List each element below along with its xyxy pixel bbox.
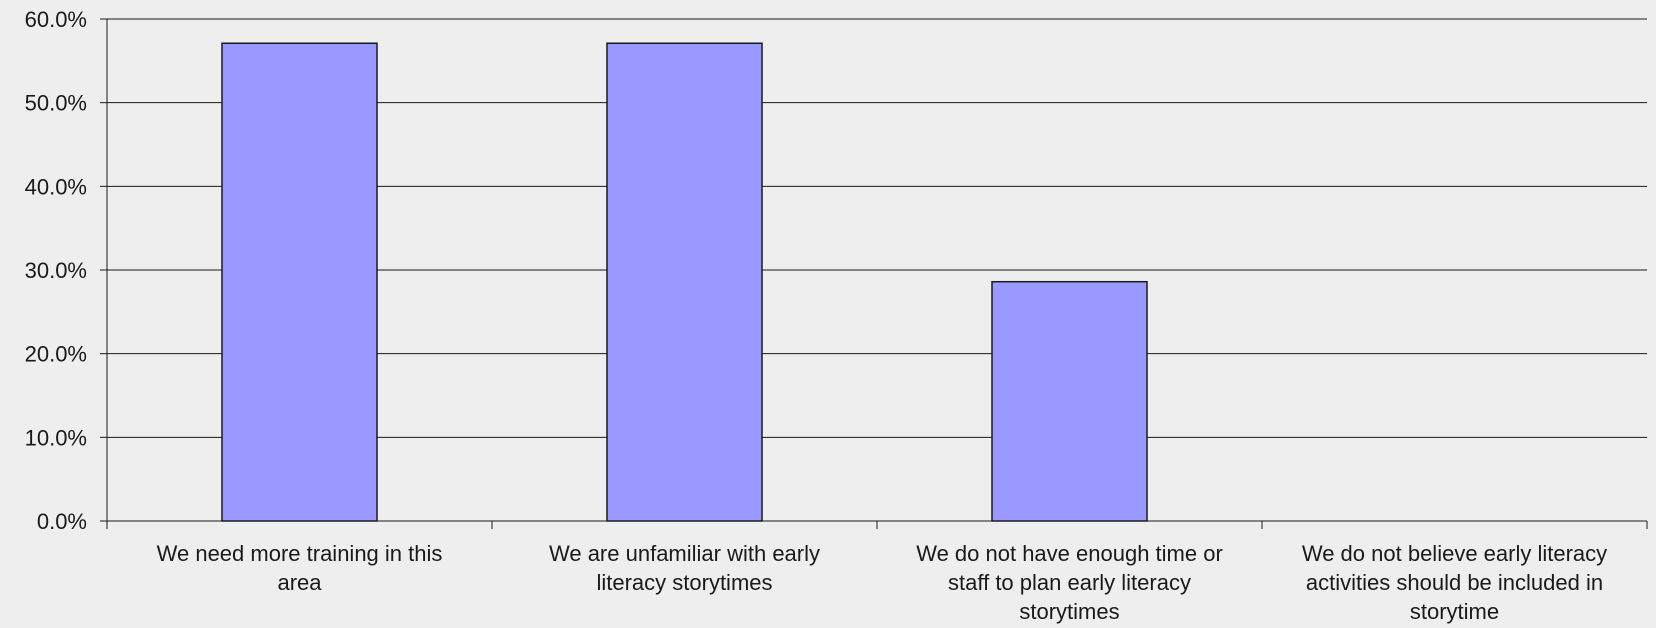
x-category-label: We do not believe early literacy activiti… xyxy=(1302,541,1607,624)
x-category-label-line: We are unfamiliar with early xyxy=(549,541,820,566)
y-tick-label: 10.0% xyxy=(25,425,87,450)
x-category-label-line: We do not have enough time or xyxy=(916,541,1223,566)
y-tick-label: 30.0% xyxy=(25,258,87,283)
bar xyxy=(606,42,763,522)
y-tick-labels: 0.0% 10.0% 20.0% 30.0% 40.0% 50.0% 60.0% xyxy=(25,7,87,534)
y-tick-label: 50.0% xyxy=(25,91,87,116)
x-category-label-line: area xyxy=(277,570,322,595)
x-category-label-line: storytime xyxy=(1410,599,1499,624)
bars xyxy=(221,42,1148,522)
bar xyxy=(991,280,1148,522)
x-category-label: We are unfamiliar with early literacy sto… xyxy=(549,541,820,595)
x-category-label-line: literacy storytimes xyxy=(596,570,772,595)
x-category-label: We do not have enough time or staff to pl… xyxy=(916,541,1223,624)
y-tick-label: 20.0% xyxy=(25,342,87,367)
y-tick-label: 60.0% xyxy=(25,7,87,32)
y-tick-label: 0.0% xyxy=(37,509,87,534)
x-category-label-line: storytimes xyxy=(1019,599,1119,624)
axes xyxy=(100,18,1648,529)
x-category-label-line: activities should be included in xyxy=(1306,570,1603,595)
category-labels: We need more training in this area We are … xyxy=(157,541,1608,624)
x-category-label: We need more training in this area xyxy=(157,541,443,595)
x-category-label-line: staff to plan early literacy xyxy=(948,570,1191,595)
x-category-label-line: We need more training in this xyxy=(157,541,443,566)
x-category-label-line: We do not believe early literacy xyxy=(1302,541,1607,566)
y-tick-label: 40.0% xyxy=(25,174,87,199)
bar xyxy=(221,42,378,522)
